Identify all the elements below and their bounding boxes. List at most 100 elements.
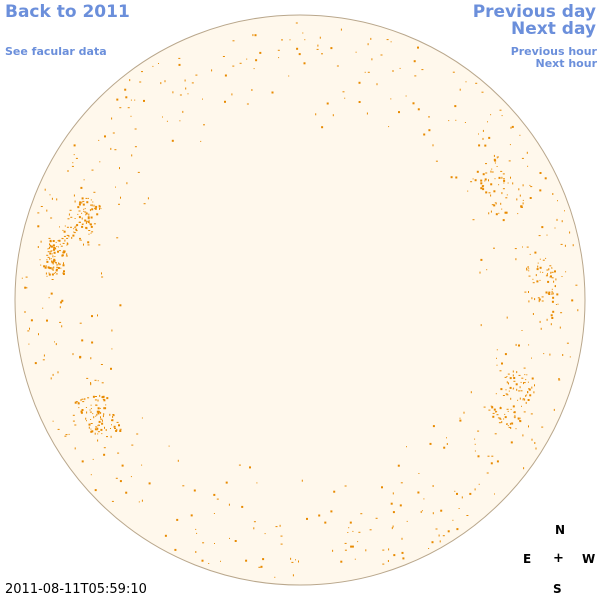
facula-speck (98, 205, 101, 208)
previous-day-link[interactable]: Previous day (472, 2, 596, 22)
facula-speck (97, 399, 99, 402)
facula-speck (474, 179, 477, 182)
facula-speck (115, 429, 118, 432)
facula-speck (45, 265, 47, 268)
facula-speck (99, 207, 100, 210)
facula-speck (97, 424, 100, 426)
see-facular-data-link[interactable]: See facular data (5, 45, 107, 58)
facula-speck (147, 197, 149, 200)
facula-speck (187, 93, 189, 95)
facula-speck (99, 394, 101, 397)
facula-speck (340, 28, 342, 31)
facula-speck (56, 198, 58, 201)
facula-speck (264, 533, 266, 535)
facula-speck (110, 428, 111, 429)
facula-speck (432, 425, 435, 428)
facula-speck (534, 251, 537, 254)
facula-speck (87, 221, 90, 224)
facula-speck (549, 353, 551, 356)
facula-speck (111, 419, 114, 422)
facula-speck (506, 194, 508, 196)
facula-speck (56, 266, 59, 268)
facula-speck (526, 151, 528, 154)
facula-speck (530, 413, 533, 415)
facula-speck (97, 314, 98, 317)
facula-speck (97, 407, 100, 410)
facula-speck (50, 258, 52, 260)
facula-speck (60, 245, 63, 247)
facula-speck (60, 267, 62, 269)
facula-speck (52, 255, 54, 258)
facula-speck (50, 246, 52, 248)
facula-speck (469, 492, 472, 495)
facula-speck (498, 156, 499, 158)
facula-speck (298, 560, 299, 563)
facula-speck (184, 79, 186, 82)
facula-speck (556, 218, 558, 221)
facula-speck (552, 310, 555, 313)
facula-speck (47, 248, 49, 250)
facula-speck (78, 203, 81, 206)
facula-speck (358, 101, 361, 103)
facula-speck (508, 160, 511, 162)
facula-speck (423, 498, 425, 500)
facula-speck (97, 431, 100, 433)
facula-speck (496, 166, 498, 167)
facula-speck (417, 491, 420, 494)
facula-speck (125, 96, 128, 99)
facula-speck (262, 558, 265, 561)
facula-speck (516, 198, 518, 201)
facula-speck (488, 409, 491, 411)
facula-speck (474, 450, 476, 452)
facula-speck (478, 483, 480, 485)
facula-speck (560, 243, 563, 245)
facula-speck (78, 407, 80, 409)
facula-speck (61, 237, 63, 239)
facula-speck (89, 409, 91, 411)
facula-speck (176, 518, 179, 521)
facula-speck (571, 299, 574, 302)
facula-speck (193, 489, 196, 492)
facula-speck (100, 418, 103, 420)
facula-speck (442, 535, 445, 537)
facula-speck (97, 380, 99, 382)
facula-speck (81, 225, 84, 228)
facula-speck (63, 270, 65, 273)
next-hour-link[interactable]: Next hour (535, 57, 598, 70)
facula-speck (506, 376, 508, 377)
facula-speck (496, 156, 498, 159)
facula-speck (201, 559, 204, 562)
facula-speck (493, 247, 495, 249)
facula-speck (557, 200, 558, 202)
facula-speck (68, 213, 70, 216)
facula-speck (29, 327, 30, 330)
facula-speck (507, 182, 509, 184)
facula-speck (72, 414, 75, 416)
facula-speck (324, 521, 327, 524)
facula-speck (490, 170, 492, 173)
facula-speck (63, 250, 65, 253)
facula-speck (459, 419, 462, 422)
facula-speck (521, 377, 524, 379)
facula-speck (94, 379, 97, 381)
back-to-year-link[interactable]: Back to 2011 (5, 2, 130, 22)
facula-speck (96, 410, 99, 413)
facula-speck (399, 504, 402, 507)
facula-speck (539, 279, 541, 281)
facula-speck (532, 313, 534, 315)
facula-speck (222, 56, 225, 57)
facula-speck (490, 210, 492, 213)
facula-speck (507, 410, 509, 412)
facula-speck (522, 398, 524, 401)
facula-speck (103, 447, 106, 449)
facula-speck (529, 197, 532, 199)
facula-speck (496, 349, 498, 351)
next-day-link[interactable]: Next day (511, 19, 596, 39)
facula-speck (55, 262, 57, 264)
facula-speck (50, 217, 53, 219)
facula-speck (126, 182, 128, 185)
facula-speck (499, 109, 502, 111)
facula-speck (523, 398, 525, 400)
facula-speck (360, 513, 363, 515)
previous-hour-link[interactable]: Previous hour (510, 45, 597, 58)
